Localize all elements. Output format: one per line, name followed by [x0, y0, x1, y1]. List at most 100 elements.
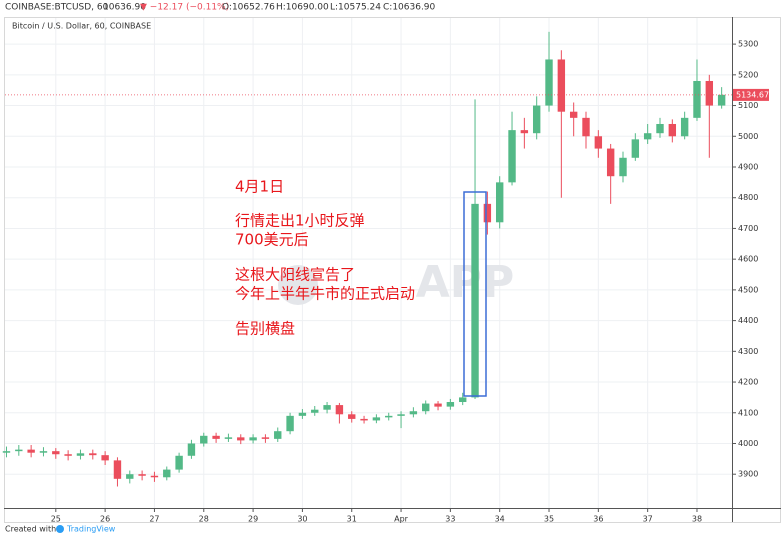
footer: Created with: [5, 525, 56, 533]
annotation: 这根大阳线宣告了: [235, 266, 355, 284]
x-tick-label: 31: [347, 515, 357, 524]
high: H:10690.00: [276, 3, 329, 13]
candle-body: [397, 414, 405, 416]
candle-body: [631, 139, 640, 158]
x-tick-label: Apr: [394, 515, 409, 524]
footer-brand[interactable]: TradingView: [66, 525, 116, 533]
y-tick-label: 4700: [738, 224, 758, 233]
y-tick-label: 3900: [738, 470, 758, 479]
y-tick-label: 4200: [738, 378, 758, 387]
x-tick-label: 27: [149, 515, 159, 524]
highlight-box: [463, 191, 487, 397]
candles: [2, 31, 726, 487]
candle-body: [656, 123, 664, 134]
candle-body: [520, 130, 529, 134]
y-tick-label: 4600: [738, 255, 758, 264]
candle-body: [422, 403, 430, 412]
candle-body: [52, 451, 60, 455]
close: C:10636.90: [383, 3, 436, 13]
candle-body: [274, 431, 282, 439]
candle-body: [101, 455, 109, 461]
candle-body: [64, 454, 72, 456]
low: L:10575.24: [330, 3, 381, 13]
candle-body: [89, 453, 97, 456]
annotation: 今年上半年牛市的正式启动: [235, 285, 415, 303]
watermark: APP: [416, 257, 515, 308]
x-tick-label: 28: [199, 515, 209, 524]
last-price-label: 5134.67: [736, 90, 769, 99]
annotation: 700美元后: [235, 231, 309, 249]
candle-body: [2, 451, 11, 453]
x-tick-label: 36: [593, 515, 603, 524]
candle-body: [163, 469, 171, 478]
candle-body: [619, 157, 627, 177]
candle-body: [557, 59, 566, 112]
candle-body: [643, 133, 652, 140]
candle-body: [483, 203, 492, 223]
x-tick-label: 35: [544, 515, 554, 524]
footer-logo: [56, 525, 64, 533]
candle-body: [76, 453, 85, 456]
y-tick-label: 5300: [738, 40, 758, 49]
candle-body: [286, 415, 294, 432]
subtitle: Bitcoin / U.S. Dollar, 60, COINBASE: [12, 22, 151, 31]
candle-body: [532, 105, 541, 134]
candle-body: [126, 474, 134, 479]
candle-body: [508, 130, 516, 183]
candle-body: [212, 435, 220, 439]
candle-body: [693, 80, 701, 118]
candle-body: [27, 449, 35, 453]
candle-body: [335, 405, 344, 415]
candle-body: [138, 474, 146, 476]
candle-body: [298, 412, 307, 416]
candle-body: [668, 123, 677, 137]
annotation: 告别横盘: [235, 320, 295, 338]
candle-body: [446, 402, 455, 407]
x-tick-label: 26: [100, 515, 110, 524]
candle-body: [495, 182, 504, 223]
change: ▼ −12.17 (−0.11%): [140, 3, 229, 13]
candle-body: [385, 415, 393, 418]
y-tick-label: 4300: [738, 347, 758, 356]
watermark-logo: [278, 265, 318, 305]
symbol: COINBASE:BTCUSD, 60: [5, 3, 109, 13]
candle-body: [545, 59, 553, 106]
candle-body: [459, 397, 467, 403]
candle-body: [409, 411, 418, 415]
candle-body: [249, 437, 257, 441]
x-tick-label: 34: [495, 515, 505, 524]
candle-body: [705, 80, 714, 106]
candle-body: [680, 117, 689, 137]
y-tick-label: 4100: [738, 408, 758, 417]
candle-body: [150, 475, 159, 478]
candle-body: [372, 417, 381, 421]
candle-body: [606, 148, 615, 177]
y-tick-label: 5000: [738, 132, 758, 141]
x-tick-label: 29: [248, 515, 258, 524]
candle-body: [187, 443, 196, 456]
candle-body: [360, 418, 368, 421]
candle-body: [311, 409, 319, 413]
last: 10636.90: [103, 3, 146, 13]
candle-body: [15, 449, 23, 452]
x-tick-label: 38: [692, 515, 702, 524]
candle-body: [237, 437, 245, 441]
y-tick-label: 4000: [738, 439, 758, 448]
y-tick-label: 4900: [738, 162, 758, 171]
y-tick-label: 5100: [738, 101, 758, 110]
candle-body: [224, 437, 233, 439]
candle-body: [261, 437, 270, 439]
x-tick-label: 30: [297, 515, 307, 524]
candle-body: [348, 414, 356, 419]
y-tick-label: 4400: [738, 316, 758, 325]
annotation: 4月1日: [235, 178, 284, 196]
candle-body: [323, 405, 331, 410]
annotation: 行情走出1小时反弹: [235, 212, 365, 230]
candle-body: [471, 203, 479, 398]
candle-body: [434, 403, 442, 407]
candle-body: [594, 136, 603, 149]
grid: [5, 18, 732, 508]
candle-body: [717, 94, 726, 106]
y-tick-label: 5200: [738, 70, 758, 79]
